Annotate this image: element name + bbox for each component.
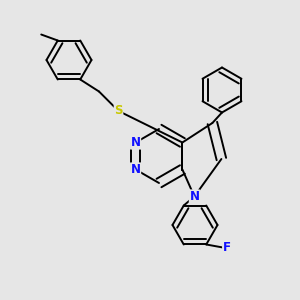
Text: F: F <box>223 241 231 254</box>
Text: S: S <box>114 104 123 118</box>
Text: N: N <box>130 163 141 176</box>
Text: N: N <box>189 190 200 203</box>
Text: N: N <box>130 136 141 149</box>
